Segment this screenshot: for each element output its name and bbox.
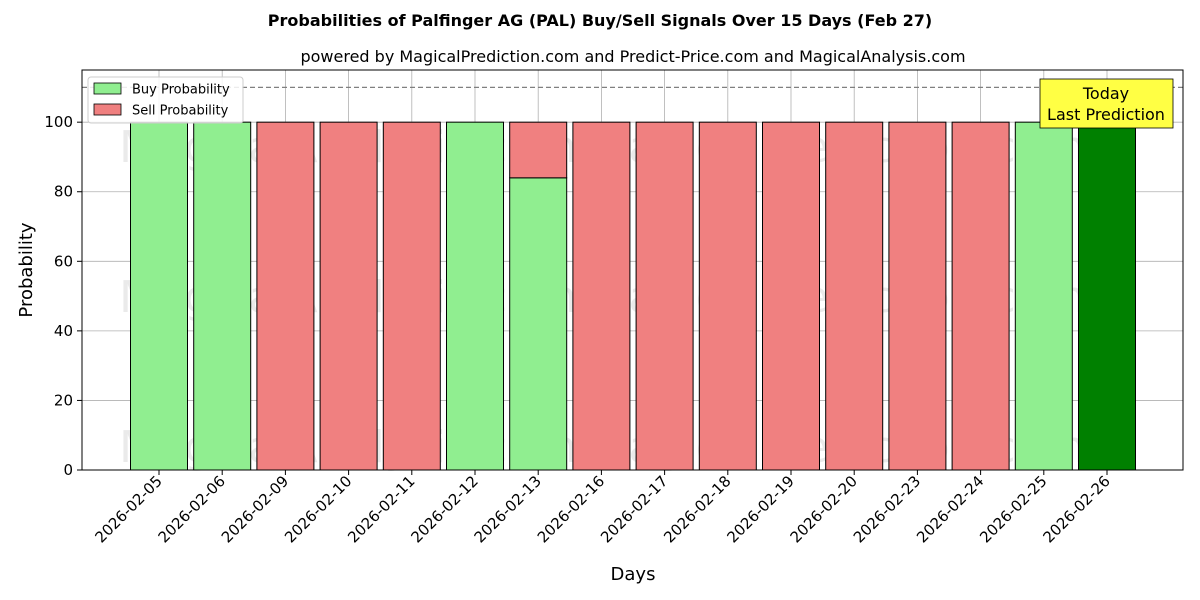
annotation-box (1039, 78, 1174, 129)
bar-sell-2026-02-09 (256, 121, 315, 471)
annotation-line-today: Today (1082, 84, 1129, 103)
bar-sell-2026-02-23 (888, 121, 947, 471)
x-tick-label: 2026-02-25 (976, 472, 1050, 546)
annotation-line-last-prediction: Last Prediction (1047, 105, 1165, 124)
bar-buy-2026-02-06 (193, 121, 252, 471)
bar-sell-2026-02-24 (951, 121, 1010, 471)
bars (130, 121, 1136, 471)
x-tick-label: 2026-02-20 (787, 472, 861, 546)
bar-sell-2026-02-10 (319, 121, 378, 471)
bar-sell-2026-02-11 (382, 121, 441, 471)
x-tick-label: 2026-02-05 (91, 472, 165, 546)
x-tick-label: 2026-02-06 (155, 472, 229, 546)
bar-sell-2026-02-16 (572, 121, 631, 471)
today-annotation: Today Last Prediction (1039, 78, 1174, 129)
x-tick-label: 2026-02-24 (913, 472, 987, 546)
y-axis-label: Probability (16, 222, 37, 317)
plot-frame (81, 69, 1184, 471)
x-tick-label: 2026-02-16 (534, 472, 608, 546)
bar-sell-2026-02-17 (635, 121, 694, 471)
bar-sell-2026-02-20 (825, 121, 884, 471)
x-tick-label: 2026-02-09 (218, 472, 292, 546)
bar-sell-2026-02-13 (509, 121, 568, 179)
y-tick-label: 100 (44, 113, 73, 131)
x-axis-label: Days (611, 564, 656, 585)
y-tick-label: 40 (54, 322, 73, 340)
x-tick-label: 2026-02-26 (1039, 472, 1113, 546)
y-tick-label: 60 (54, 252, 73, 270)
x-tick-label: 2026-02-18 (660, 472, 734, 546)
bar-buy-2026-02-26 (1078, 121, 1136, 471)
chart-title: Probabilities of Palfinger AG (PAL) Buy/… (268, 11, 932, 30)
bar-sell-2026-02-18 (698, 121, 757, 471)
x-tick-label: 2026-02-19 (723, 472, 797, 546)
legend-label-buy: Buy Probability (132, 83, 230, 98)
x-tick-label: 2026-02-17 (597, 472, 671, 546)
chart-subtitle: powered by MagicalPrediction.com and Pre… (300, 47, 965, 66)
bar-sell-2026-02-19 (762, 121, 820, 471)
bar-buy-2026-02-25 (1014, 121, 1073, 471)
legend-box (87, 76, 244, 124)
y-tick-label: 0 (63, 461, 73, 479)
legend: Buy Probability Sell Probability (87, 76, 244, 124)
x-tick-label: 2026-02-11 (344, 472, 418, 546)
legend-label-sell: Sell Probability (132, 104, 229, 119)
x-tick-label: 2026-02-10 (281, 472, 355, 546)
legend-swatch-buy (93, 82, 122, 95)
bar-buy-2026-02-05 (130, 121, 188, 471)
bar-buy-2026-02-12 (446, 121, 504, 471)
y-tick-label: 80 (54, 183, 73, 201)
y-axis-ticks: 0 20 40 60 80 100 (44, 113, 82, 479)
legend-swatch-sell (93, 103, 122, 116)
x-tick-label: 2026-02-13 (471, 472, 545, 546)
x-tick-label: 2026-02-12 (407, 472, 481, 546)
x-axis-ticks: 2026-02-052026-02-062026-02-092026-02-10… (91, 470, 1114, 546)
bar-buy-2026-02-13 (509, 177, 568, 471)
x-tick-label: 2026-02-23 (850, 472, 924, 546)
y-tick-label: 20 (54, 391, 73, 409)
